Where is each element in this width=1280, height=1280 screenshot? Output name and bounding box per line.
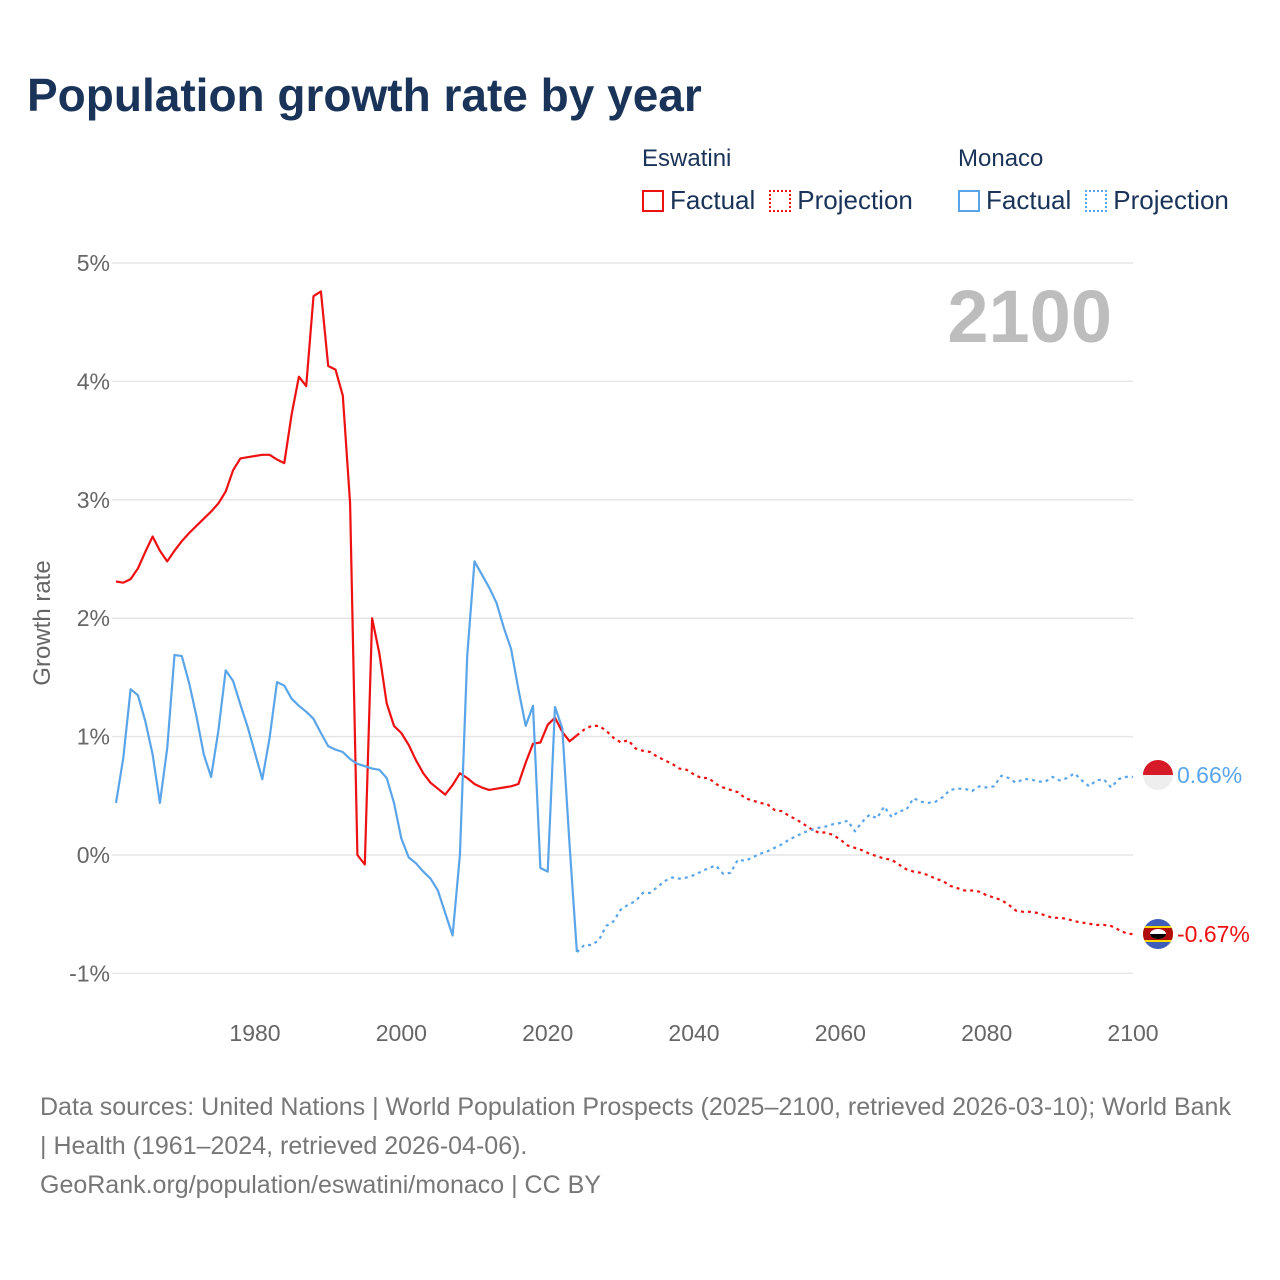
legend-country-label: Monaco (958, 145, 1044, 172)
x-tick-label: 1980 (229, 1020, 280, 1046)
series-line-eswatini-projection (576, 724, 1134, 936)
series-line-eswatini-factual (115, 290, 578, 866)
footer: Data sources: United Nations | World Pop… (40, 1088, 1240, 1205)
x-tick-label: 2100 (1107, 1020, 1158, 1046)
series-line-monaco-factual (114, 560, 578, 953)
monaco-flag-icon (1143, 760, 1173, 790)
dotted-swatch-icon (769, 189, 792, 212)
series-line-monaco-projection (576, 772, 1133, 953)
chart-title: Population growth rate by year (27, 69, 702, 121)
x-tick-label: 2040 (668, 1020, 719, 1046)
legend-eswatini: Eswatini Factual Projection (642, 145, 913, 216)
y-tick-label: 3% (77, 487, 110, 513)
legend-country-label: Eswatini (642, 145, 732, 172)
monaco-end-label: 0.66% (1177, 762, 1242, 788)
legend-monaco-projection[interactable]: Projection (1085, 185, 1229, 216)
legend-eswatini-factual[interactable]: Factual (642, 185, 755, 216)
legend-label: Projection (797, 185, 913, 215)
legend-label: Projection (1113, 185, 1229, 215)
y-tick-label: 4% (77, 368, 110, 394)
x-tick-label: 2080 (961, 1020, 1012, 1046)
legend-label: Factual (670, 185, 756, 215)
eswatini-flag-icon (1143, 919, 1173, 949)
x-tick-label: 2060 (815, 1020, 866, 1046)
x-tick-label: 2020 (522, 1020, 573, 1046)
solid-swatch-icon (642, 189, 664, 212)
legend-label: Factual (986, 185, 1072, 215)
y-tick-label: -1% (69, 960, 110, 986)
y-tick-label: 5% (77, 250, 110, 276)
solid-swatch-icon (958, 189, 980, 212)
data-sources: Data sources: United Nations | World Pop… (40, 1093, 1231, 1160)
attribution-link[interactable]: GeoRank.org/population/eswatini/monaco |… (40, 1171, 601, 1199)
y-axis-label: Growth rate (29, 560, 56, 685)
legend-monaco-factual[interactable]: Factual (958, 185, 1071, 216)
legend-monaco: Monaco Factual Projection (958, 145, 1229, 216)
dotted-swatch-icon (1085, 189, 1108, 212)
eswatini-end-label: -0.67% (1177, 921, 1250, 947)
y-tick-label: 0% (77, 842, 110, 868)
year-display: 2100 (947, 275, 1112, 358)
y-tick-label: 2% (77, 605, 110, 631)
y-tick-label: 1% (77, 724, 110, 750)
x-tick-label: 2000 (376, 1020, 427, 1046)
legend-eswatini-projection[interactable]: Projection (769, 185, 913, 216)
